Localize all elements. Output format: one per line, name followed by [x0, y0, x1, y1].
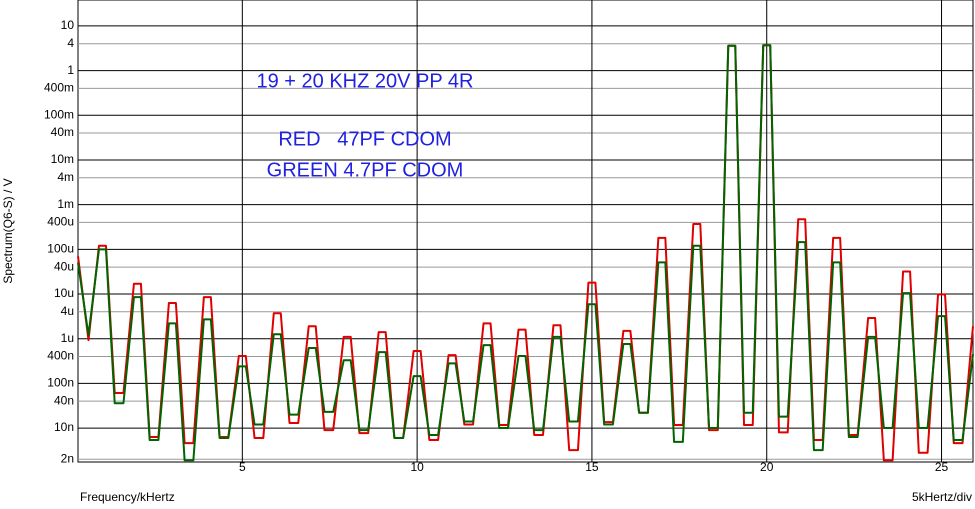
y-tick-label: 400n	[47, 349, 74, 363]
y-tick-label: 100u	[47, 241, 74, 255]
y-tick-label: 40n	[54, 393, 74, 407]
x-scale-label: 5kHertz/div	[912, 490, 972, 504]
y-tick-label: 4m	[57, 170, 74, 184]
y-tick-label: 4	[67, 36, 74, 50]
annotation: RED 47PF CDOM	[278, 128, 451, 150]
annotation: GREEN 4.7PF CDOM	[267, 159, 464, 181]
y-tick-label: 40u	[54, 259, 74, 273]
y-tick-label: 10n	[54, 420, 74, 434]
y-tick-label: 400u	[47, 215, 74, 229]
x-axis-label: Frequency/kHertz	[80, 490, 175, 504]
x-tick-label: 15	[585, 460, 599, 474]
y-tick-label: 100m	[44, 107, 74, 121]
y-axis-label: Spectrum(Q6-S) / V	[1, 178, 15, 283]
y-tick-label: 100n	[47, 376, 74, 390]
y-tick-label: 1	[67, 63, 74, 77]
x-tick-label: 5	[239, 460, 246, 474]
y-tick-label: 1u	[61, 331, 74, 345]
y-tick-label: 40m	[51, 125, 74, 139]
y-tick-label: 1m	[57, 197, 74, 211]
x-tick-label: 10	[410, 460, 424, 474]
y-tick-label: 4u	[61, 304, 74, 318]
y-tick-label: 2n	[61, 451, 74, 465]
annotation: 19 + 20 KHZ 20V PP 4R	[257, 70, 474, 92]
y-tick-label: 400m	[44, 81, 74, 95]
y-tick-label: 10u	[54, 286, 74, 300]
y-tick-label: 10	[61, 18, 75, 32]
x-tick-label: 25	[935, 460, 949, 474]
y-tick-label: 10m	[51, 152, 74, 166]
plot-area	[77, 0, 974, 463]
series-line	[77, 44, 974, 462]
x-tick-label: 20	[760, 460, 774, 474]
